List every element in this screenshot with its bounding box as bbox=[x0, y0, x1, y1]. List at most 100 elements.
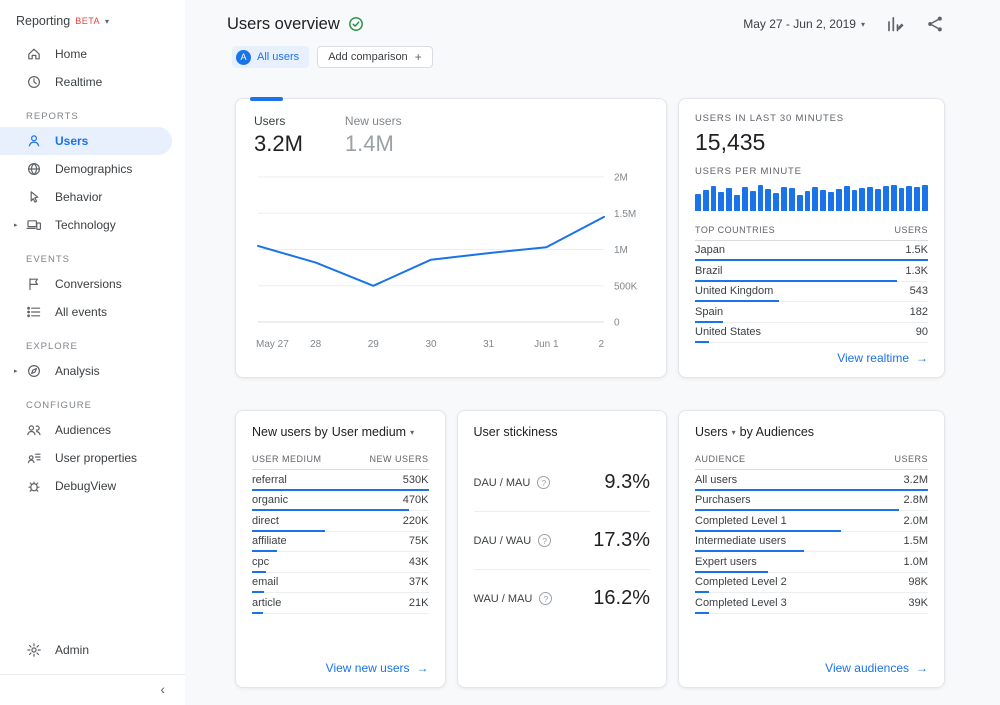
user-card-icon bbox=[26, 450, 42, 466]
minute-bar bbox=[804, 190, 811, 211]
row-label: Brazil bbox=[695, 264, 723, 277]
new-users-card: New users by User medium ▾ USER MEDIUM N… bbox=[235, 410, 446, 688]
pointer-icon bbox=[26, 189, 42, 205]
table-row[interactable]: Intermediate users 1.5M bbox=[695, 532, 928, 552]
minute-bar bbox=[859, 187, 866, 211]
table-row[interactable]: United States 90 bbox=[695, 323, 928, 343]
user-stickiness-card: User stickiness DAU / MAU? 9.3% DAU / WAU?… bbox=[456, 410, 667, 688]
table-row[interactable]: organic 470K bbox=[252, 491, 429, 511]
table-row[interactable]: United Kingdom 543 bbox=[695, 282, 928, 302]
metric-tab-new-users[interactable]: New users 1.4M bbox=[344, 114, 402, 156]
all-users-chip[interactable]: A All users bbox=[232, 46, 310, 68]
sidebar-item-audiences[interactable]: Audiences bbox=[0, 416, 185, 444]
table-row[interactable]: Completed Level 3 39K bbox=[695, 593, 928, 614]
bug-icon bbox=[26, 478, 42, 494]
sidebar-item-debugview[interactable]: DebugView bbox=[0, 472, 185, 500]
users-chart-card: Users 3.2M New users 1.4M 0 500K 1M 1.5M 2M M… bbox=[235, 97, 667, 378]
help-icon[interactable]: ? bbox=[539, 592, 553, 605]
table-row[interactable]: Brazil 1.3K bbox=[695, 261, 928, 282]
stickiness-metric-row: DAU / MAU? 9.3% bbox=[473, 454, 650, 512]
users-per-minute-label: USERS PER MINUTE bbox=[695, 166, 802, 177]
dimension-selector[interactable]: User medium ▾ bbox=[331, 425, 415, 439]
table-row[interactable]: Purchasers 2.8M bbox=[695, 491, 928, 511]
sidebar-item-demographics[interactable]: Demographics bbox=[0, 155, 185, 183]
page-title: Users overview bbox=[227, 14, 340, 33]
minute-bar bbox=[867, 186, 874, 211]
value-bar bbox=[695, 591, 709, 593]
help-icon[interactable]: ? bbox=[538, 534, 552, 547]
sidebar-item-label: Analysis bbox=[55, 364, 100, 378]
table-row[interactable]: cpc 43K bbox=[252, 552, 429, 573]
table-row[interactable]: direct 220K bbox=[252, 511, 429, 532]
view-new-users-link[interactable]: View new users → bbox=[325, 661, 429, 675]
medium-table-head: USER MEDIUM NEW USERS bbox=[252, 454, 429, 470]
sidebar-item-all-events[interactable]: All events bbox=[0, 298, 185, 326]
caret-down-icon: ▾ bbox=[105, 16, 110, 26]
row-value: 43K bbox=[408, 555, 429, 568]
minute-bar bbox=[820, 189, 827, 211]
expand-chevron-icon[interactable]: ▸ bbox=[14, 222, 18, 229]
row-value: 1.3K bbox=[905, 264, 928, 277]
sidebar-item-label: DebugView bbox=[55, 479, 117, 493]
stickiness-card-title: User stickiness bbox=[473, 425, 558, 439]
caret-down-icon: ▾ bbox=[860, 19, 865, 29]
home-icon bbox=[26, 46, 42, 62]
view-audiences-link[interactable]: View audiences → bbox=[825, 661, 928, 675]
sidebar-item-behavior[interactable]: Behavior bbox=[0, 183, 185, 211]
value-bar bbox=[695, 488, 928, 491]
customize-report-button[interactable] bbox=[885, 14, 905, 34]
table-row[interactable]: article 21K bbox=[252, 593, 429, 614]
arrow-right-icon: → bbox=[916, 351, 928, 365]
date-range-picker[interactable]: May 27 - Jun 2, 2019 ▾ bbox=[743, 17, 865, 31]
row-value: 75K bbox=[408, 535, 429, 548]
table-row[interactable]: Spain 182 bbox=[695, 302, 928, 323]
medium-table: referral 530K organic 470K direct 220K affilia… bbox=[252, 470, 429, 614]
sidebar-item-analysis[interactable]: ▸ Analysis bbox=[0, 357, 185, 385]
metric-selector[interactable]: Users ▾ bbox=[695, 425, 736, 439]
row-label: article bbox=[252, 596, 282, 609]
expand-chevron-icon[interactable]: ▸ bbox=[14, 368, 18, 375]
table-row[interactable]: All users 3.2M bbox=[695, 470, 928, 491]
countries-table: Japan 1.5K Brazil 1.3K United Kingdom 543 Spai… bbox=[695, 241, 928, 343]
row-value: 90 bbox=[915, 326, 928, 339]
globe-icon bbox=[26, 161, 42, 177]
row-value: 470K bbox=[402, 494, 429, 507]
sidebar-item-home[interactable]: Home bbox=[0, 40, 185, 68]
sidebar-item-technology[interactable]: ▸ Technology bbox=[0, 211, 185, 239]
sidebar-item-realtime[interactable]: Realtime bbox=[0, 68, 185, 96]
sidebar-collapse-button[interactable]: ‹ bbox=[0, 674, 185, 705]
sidebar-item-users[interactable]: Users bbox=[0, 127, 172, 155]
reporting-workspace-switcher[interactable]: Reporting BETA ▾ bbox=[0, 12, 185, 40]
table-row[interactable]: Expert users 1.0M bbox=[695, 552, 928, 573]
devices-icon bbox=[26, 217, 42, 233]
sidebar-nav: Home Realtime REPORTS Users Demographics Beha… bbox=[0, 40, 185, 500]
table-row[interactable]: referral 530K bbox=[252, 470, 429, 491]
sidebar-item-user-properties[interactable]: User properties bbox=[0, 444, 185, 472]
sidebar-item-admin[interactable]: Admin bbox=[0, 636, 185, 664]
table-row[interactable]: affiliate 75K bbox=[252, 532, 429, 552]
customize-report-icon bbox=[888, 16, 904, 32]
svg-text:2M: 2M bbox=[614, 173, 628, 184]
sidebar-item-label: User properties bbox=[55, 451, 138, 465]
sidebar-item-label: All events bbox=[55, 305, 108, 319]
sidebar-item-conversions[interactable]: Conversions bbox=[0, 270, 185, 298]
share-button[interactable] bbox=[925, 14, 945, 34]
table-row[interactable]: Japan 1.5K bbox=[695, 241, 928, 261]
metric-tab-users[interactable]: Users 3.2M bbox=[254, 114, 303, 156]
row-label: cpc bbox=[252, 555, 270, 568]
view-realtime-link[interactable]: View realtime → bbox=[837, 351, 928, 365]
minute-bar bbox=[906, 185, 913, 211]
add-comparison-chip[interactable]: Add comparison + bbox=[317, 46, 433, 68]
table-row[interactable]: Completed Level 1 2.0M bbox=[695, 511, 928, 532]
value-bar bbox=[252, 570, 267, 573]
minute-bar bbox=[702, 189, 709, 211]
row-label: Spain bbox=[695, 305, 724, 318]
value-bar bbox=[252, 550, 278, 552]
table-row[interactable]: email 37K bbox=[252, 573, 429, 593]
minute-bar bbox=[718, 191, 725, 211]
minute-bar bbox=[749, 191, 756, 211]
help-icon[interactable]: ? bbox=[537, 476, 551, 489]
value-bar bbox=[252, 509, 409, 511]
caret-down-icon: ▾ bbox=[731, 427, 736, 437]
table-row[interactable]: Completed Level 2 98K bbox=[695, 573, 928, 593]
